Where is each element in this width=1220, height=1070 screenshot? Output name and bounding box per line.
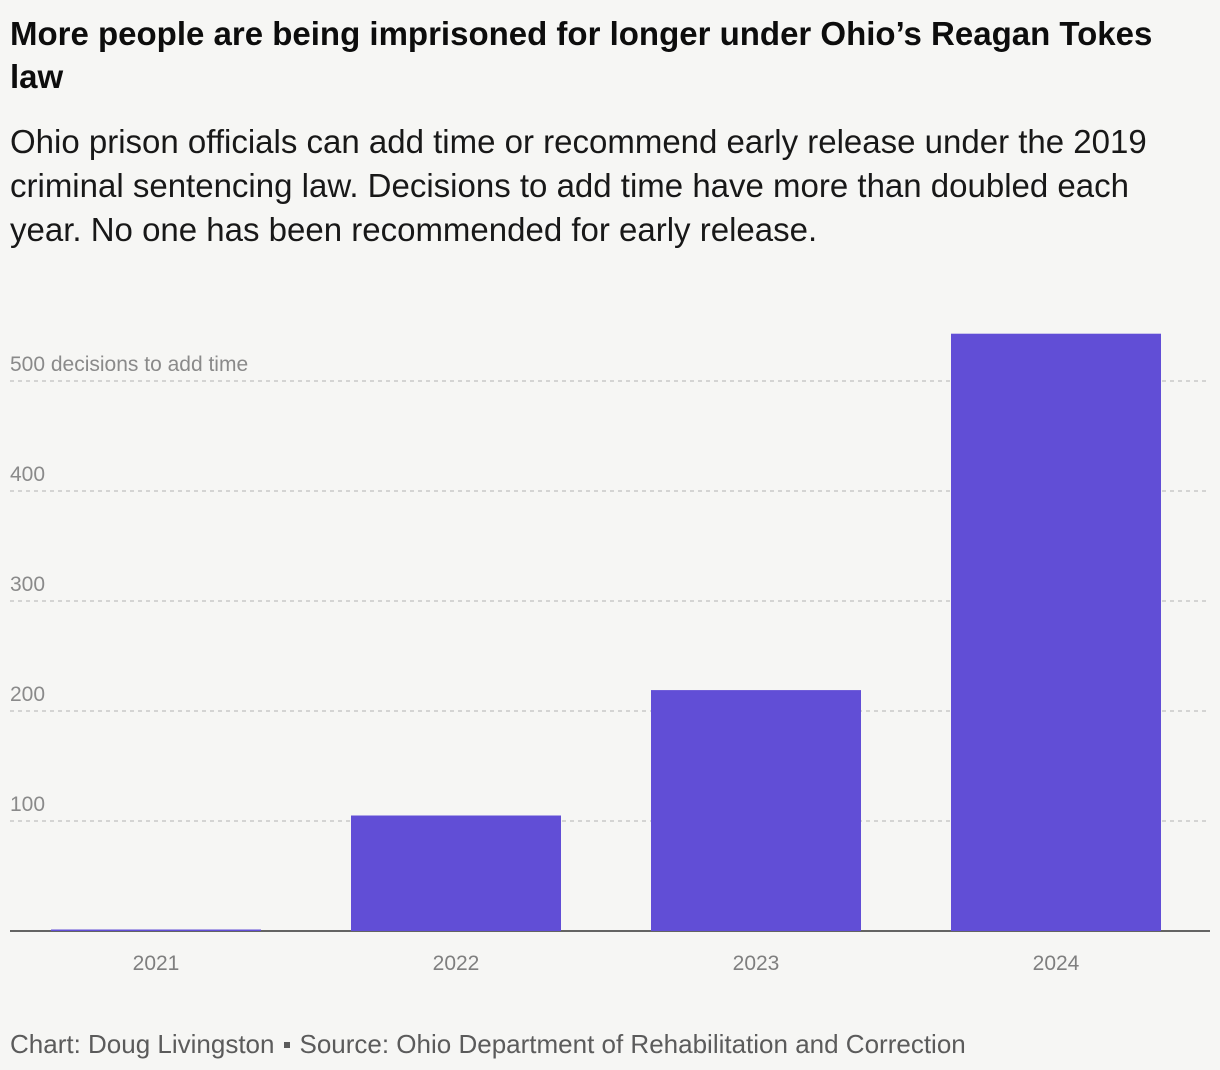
y-tick-label: 200 [10,683,45,706]
x-tick-label: 2021 [133,952,180,975]
x-tick-label: 2023 [733,952,780,975]
y-tick-label: 300 [10,573,45,596]
chart-footer: Chart: Doug Livingston Source: Ohio Depar… [10,1027,966,1061]
chart-subtitle: Ohio prison officials can add time or re… [10,123,1147,248]
x-tick-label: 2024 [1033,952,1080,975]
chart-title: More people are being imprisoned for lon… [10,15,1153,95]
y-tick-label: 500 decisions to add time [10,353,248,376]
bar-chart: 100 200 300 400 500 decisions to add time 202… [10,333,1210,975]
credit-text: Chart: Doug Livingston [10,1029,275,1059]
source-text: Source: Ohio Department of Rehabilitatio… [299,1029,966,1059]
axis-labels: 100 200 300 400 500 decisions to add time 202… [10,353,1080,975]
bar-2023 [651,690,861,931]
x-tick-label: 2022 [433,952,480,975]
bars [51,333,1161,931]
y-tick-label: 100 [10,793,45,816]
y-tick-label: 400 [10,463,45,486]
bar-2024 [951,333,1161,931]
separator-square-icon [284,1042,291,1049]
bar-2022 [351,815,561,931]
bar-2021 [51,929,261,931]
